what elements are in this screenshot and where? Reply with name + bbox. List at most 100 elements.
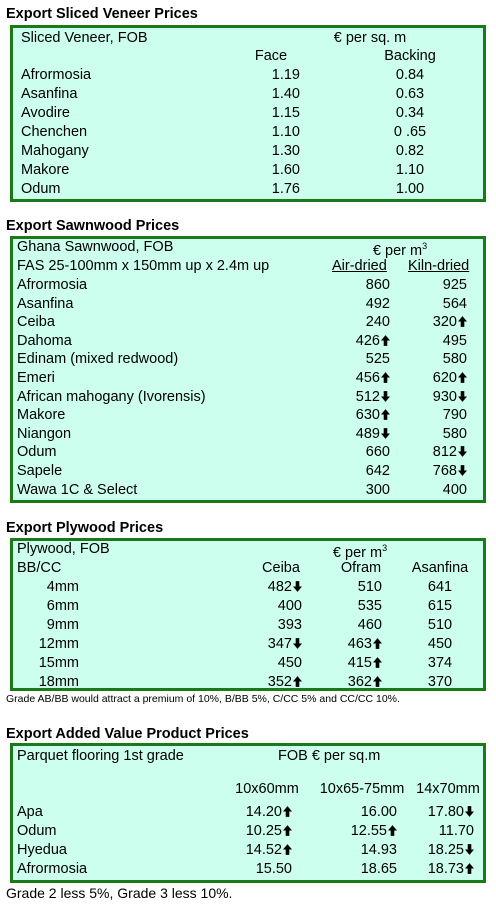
plywood-row-ofram-text: 362 <box>347 674 372 690</box>
veneer-row-backing-text: 1.10 <box>395 162 425 178</box>
sawnwood-row-kiln-text: 925 <box>442 277 467 293</box>
arrow-down-icon <box>381 427 390 439</box>
added-row-10x65-75: 14.93 <box>325 841 407 859</box>
sawnwood-row-name-text: Afrormosia <box>17 277 88 293</box>
sawnwood-row-name: Emeri <box>17 369 55 387</box>
sawnwood-row-name-text: Ceiba <box>17 314 55 331</box>
added-row-10x65-75-text: 14.93 <box>360 842 397 858</box>
veneer-row-backing: 0 .65 <box>370 123 450 141</box>
arrow-down-icon <box>465 806 474 817</box>
sawnwood-row-kiln-text: 930 <box>432 388 457 405</box>
sawnwood-row-air: 642 <box>322 462 400 480</box>
plywood-row-size-text: 6mm <box>46 598 79 614</box>
plywood-row-ceiba-text: 400 <box>277 598 302 614</box>
veneer-col-backing-text: Backing <box>384 48 436 64</box>
plywood-row-asanfina-text: 450 <box>427 636 453 652</box>
plywood-row-size: 9mm <box>17 616 79 634</box>
sawnwood-row-kiln-text: 400 <box>442 481 467 498</box>
added-row-name-text: Hyedua <box>17 842 67 858</box>
added-row-10x65-75: 18.65 <box>325 860 407 878</box>
plywood-row-ofram-text: 535 <box>357 598 382 614</box>
sawnwood-row-air: 426 <box>322 332 390 350</box>
veneer-row-face: 1.15 <box>240 104 300 122</box>
plywood-row-ofram-text: 463 <box>347 636 372 652</box>
veneer-row-name-text: Afrormosia <box>21 67 92 83</box>
plywood-row-ofram-text: 460 <box>357 617 382 633</box>
sawnwood-row-name: African mahogany (Ivorensis) <box>17 388 206 406</box>
veneer-row-backing: 1.00 <box>370 180 450 198</box>
plywood-row-size-text: 4mm <box>46 579 79 595</box>
veneer-row-face: 1.19 <box>240 66 300 84</box>
veneer-row-backing: 1.10 <box>370 161 450 179</box>
plywood-row-ofram: 535 <box>320 597 392 615</box>
plywood-row-ceiba-text: 482 <box>267 579 292 595</box>
added-row-10x60: 14.52 <box>222 841 292 859</box>
sawnwood-row-air: 489 <box>322 425 390 443</box>
plywood-row-ceiba: 352 <box>240 673 302 691</box>
sawnwood-title: Export Sawnwood Prices <box>6 218 180 234</box>
sawnwood-header-label: Ghana Sawnwood, FOB <box>17 238 173 256</box>
sawnwood-row-kiln: 925 <box>397 276 477 294</box>
sawnwood-row-kiln-text: 564 <box>442 295 467 312</box>
plywood-header-label: Plywood, FOB <box>17 540 110 558</box>
veneer-row-backing-text: 0.82 <box>395 143 425 159</box>
sawnwood-row-name: Wawa 1C & Select <box>17 481 137 499</box>
added-row-14x70: 17.80 <box>402 803 474 821</box>
arrow-up-icon <box>381 409 390 421</box>
sawnwood-row-name-text: Dahoma <box>17 332 72 349</box>
arrow-up-icon <box>373 638 382 649</box>
added-header-unit-text: FOB € per sq.m <box>278 748 381 764</box>
sawnwood-row-kiln: 620 <box>397 369 467 387</box>
plywood-col-asanfina-text: Asanfina <box>411 560 469 576</box>
plywood-header-unit-text: € per m <box>332 544 383 561</box>
plywood-row-asanfina: 510 <box>405 616 475 634</box>
added-row-10x60-text: 10.25 <box>245 823 282 839</box>
sawnwood-header-unit-superscript: 3 <box>422 241 428 251</box>
arrow-down-icon <box>465 844 474 855</box>
added-title: Export Added Value Product Prices <box>6 726 249 742</box>
plywood-row-ceiba: 482 <box>240 578 302 596</box>
arrow-up-icon <box>283 844 292 855</box>
sawnwood-row-name: Asanfina <box>17 295 73 313</box>
sawnwood-row-air: 660 <box>322 443 400 461</box>
added-row-name: Hyedua <box>17 841 67 859</box>
plywood-row-asanfina-text: 510 <box>427 617 453 633</box>
veneer-title: Export Sliced Veneer Prices <box>6 6 198 22</box>
plywood-title: Export Plywood Prices <box>6 520 164 536</box>
veneer-row-face: 1.30 <box>240 142 300 160</box>
plywood-row-asanfina: 615 <box>405 597 475 615</box>
sawnwood-row-air: 512 <box>322 388 390 406</box>
arrow-up-icon <box>283 806 292 817</box>
sawnwood-row-kiln: 400 <box>397 481 477 499</box>
arrow-up-icon <box>373 657 382 668</box>
sawnwood-row-kiln: 812 <box>397 443 467 461</box>
veneer-row-face-text: 1.60 <box>271 162 300 178</box>
veneer-row-backing: 0.84 <box>370 66 450 84</box>
plywood-row-size: 12mm <box>17 635 79 653</box>
veneer-row-face: 1.60 <box>240 161 300 179</box>
added-row-name: Apa <box>17 803 43 821</box>
sawnwood-row-air-text: 492 <box>365 295 390 312</box>
sawnwood-row-name-text: African mahogany (Ivorensis) <box>17 388 206 405</box>
veneer-header-label-text: Sliced Veneer, FOB <box>21 30 148 46</box>
arrow-down-icon <box>293 638 302 649</box>
added-row-10x65-75: 16.00 <box>325 803 407 821</box>
sawnwood-row-air-text: 456 <box>355 370 380 386</box>
added-row-14x70-text: 17.80 <box>427 804 464 820</box>
sawnwood-row-name-text: Asanfina <box>17 295 74 312</box>
plywood-row-ceiba-text: 393 <box>277 617 302 633</box>
plywood-row-asanfina-text: 374 <box>427 655 453 671</box>
sawnwood-row-air: 525 <box>322 350 400 368</box>
veneer-row-face: 1.10 <box>240 123 300 141</box>
veneer-row-name: Afrormosia <box>21 66 91 84</box>
veneer-row-backing: 0.34 <box>370 104 450 122</box>
veneer-row-face-text: 1.15 <box>271 105 300 121</box>
added-row-14x70: 18.73 <box>402 860 474 878</box>
sawnwood-row-air-text: 525 <box>365 351 390 368</box>
veneer-row-face-text: 1.19 <box>271 67 300 83</box>
plywood-grade-text: BB/CC <box>17 560 62 576</box>
veneer-col-face: Face <box>240 47 302 65</box>
sawnwood-row-air-text: 860 <box>365 277 390 293</box>
plywood-row-ceiba: 400 <box>240 597 312 615</box>
arrow-up-icon <box>381 334 390 346</box>
